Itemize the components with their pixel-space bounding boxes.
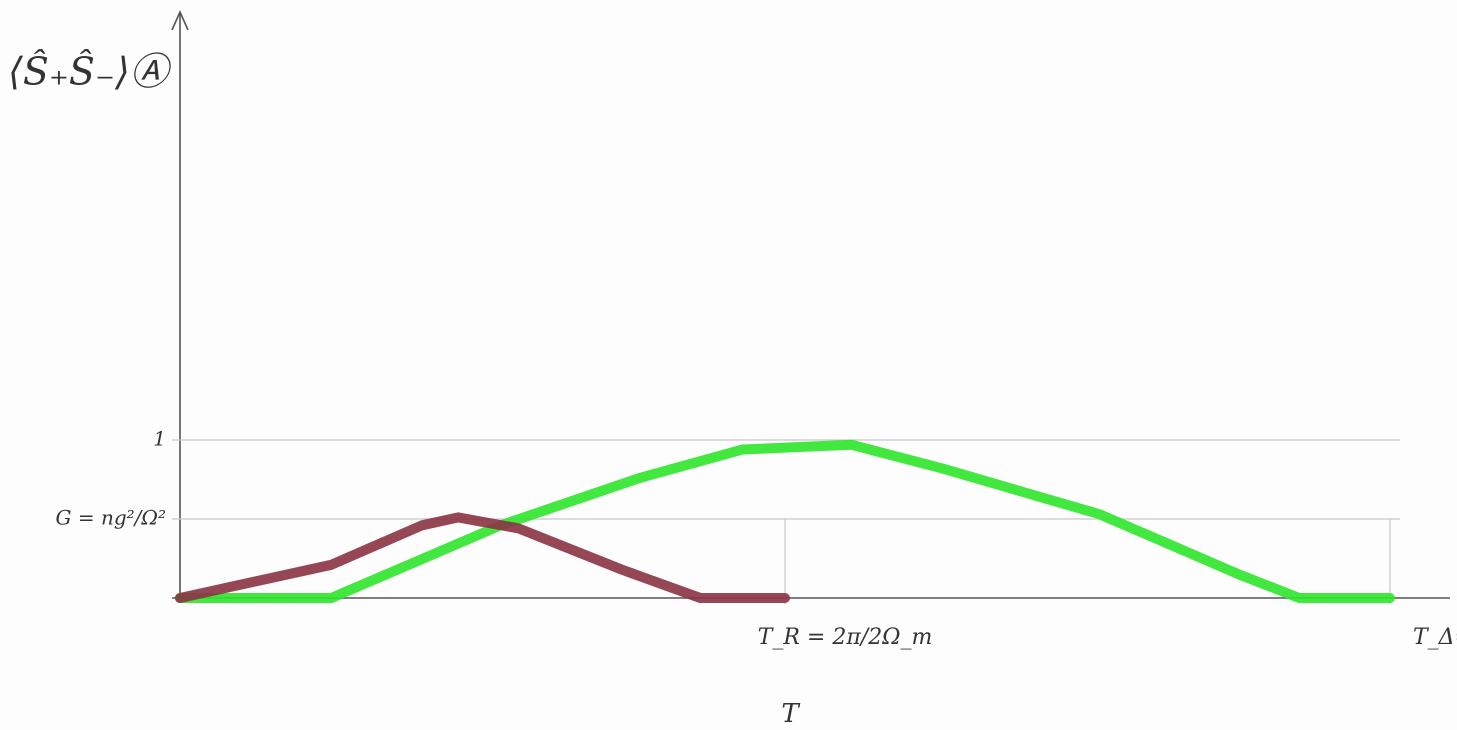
y-tick-label: G = ng²/Ω² [56,506,167,530]
curve [175,439,1395,603]
y-axis-arrow [171,10,189,31]
x-tick-label: T_Δ=0 [1413,625,1457,650]
x-tick-label: T_R = 2π/2Ω_m [758,625,933,650]
x-axis-label: T [781,699,800,729]
y-axis-label: ⟨Ŝ₊Ŝ₋⟩Ⓐ [8,50,173,94]
y-tick-label: 1 [153,427,166,451]
curve [175,512,790,603]
